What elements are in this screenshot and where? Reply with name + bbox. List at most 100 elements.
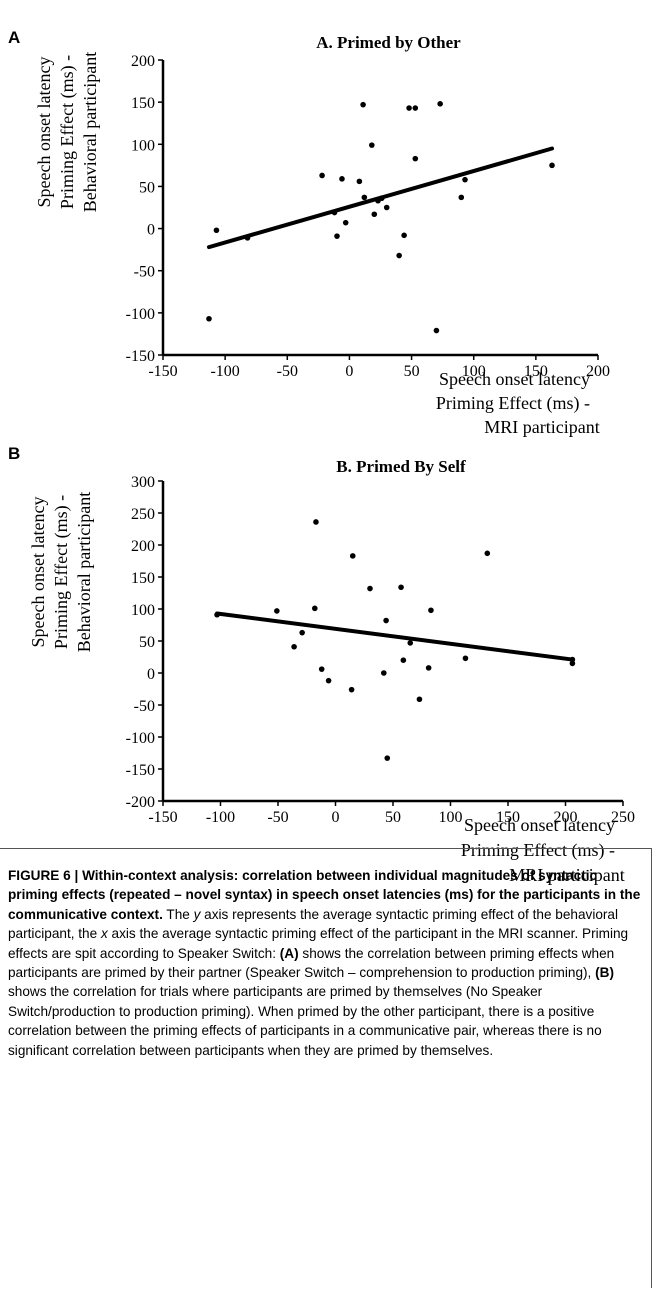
data-point — [407, 640, 414, 646]
data-point — [214, 611, 220, 618]
data-point — [400, 657, 407, 663]
y-tick-label: 150 — [131, 95, 155, 112]
data-point — [484, 550, 491, 557]
data-point — [378, 195, 385, 202]
data-point — [462, 176, 468, 183]
x-tick-label: 0 — [345, 363, 353, 380]
y-tick-label: 200 — [131, 538, 155, 555]
data-point — [425, 665, 432, 671]
data-point — [383, 617, 389, 624]
chart-title: B. Primed By Self — [336, 457, 466, 476]
caption-text-4: shows the correlation between priming ef… — [8, 945, 615, 981]
x-axis-label: Priming Effect (ms) - — [436, 393, 590, 414]
data-point — [312, 605, 318, 612]
data-point — [396, 252, 402, 259]
data-point — [462, 655, 469, 662]
x-tick-label: 200 — [554, 809, 578, 826]
caption-title: Within-context analysis: correlation bet… — [8, 868, 641, 922]
data-point — [381, 670, 387, 676]
data-point — [244, 235, 251, 241]
figure-caption: FIGURE 6 | Within-context analysis: corr… — [8, 866, 643, 1060]
data-point — [401, 232, 407, 239]
data-point — [274, 608, 280, 614]
figure-caption-box: FIGURE 6 | Within-context analysis: corr… — [0, 848, 652, 1288]
data-point — [313, 519, 319, 525]
y-axis-label: Priming Effect (ms) - — [51, 495, 72, 649]
y-tick-label: 150 — [131, 570, 155, 587]
data-point — [569, 660, 576, 667]
y-tick-label: 50 — [139, 179, 155, 196]
x-axis-label: MRI participant — [484, 417, 599, 437]
x-tick-label: 150 — [524, 363, 548, 380]
x-tick-label: 50 — [385, 809, 401, 826]
y-axis-label: Speech onset latency — [34, 57, 54, 208]
scatter-chart-a: A. Primed by Other 200 150 100 50 0 -50 -100 -15… — [34, 33, 610, 437]
x-tick-label: 200 — [586, 363, 610, 380]
data-point — [348, 686, 355, 693]
data-point — [406, 105, 412, 111]
y-tick-label: 200 — [131, 53, 155, 70]
data-point — [213, 227, 220, 234]
caption-ref-a: (A) — [279, 945, 299, 961]
caption-ref-b: (B) — [595, 965, 614, 981]
y-tick-label: 100 — [131, 137, 155, 154]
data-point — [342, 219, 349, 226]
data-point — [339, 176, 345, 182]
data-point — [206, 315, 212, 322]
data-point — [319, 172, 325, 179]
x-axis-label: Speech onset latency — [464, 815, 615, 835]
y-axis-label: Priming Effect (ms) - — [57, 55, 78, 209]
x-tick-label: -100 — [206, 809, 235, 826]
caption-text-1: The — [166, 906, 194, 922]
data-point — [549, 162, 555, 169]
data-point — [458, 194, 465, 201]
data-point — [349, 553, 356, 559]
x-tick-label: 50 — [404, 363, 420, 380]
scatter-chart-b: B. Primed By Self 300 250 200 150 100 50 0 -50 -1… — [28, 457, 635, 885]
data-point — [416, 696, 423, 703]
caption-text-5: shows the correlation for trials where p… — [8, 984, 602, 1058]
x-axis-label: Speech onset latency — [439, 369, 590, 389]
y-axis-label: Behavioral participant — [80, 52, 100, 212]
figure-label: FIGURE 6 | — [8, 868, 79, 883]
x-tick-label: -150 — [148, 809, 177, 826]
data-point — [412, 105, 419, 111]
data-point — [371, 211, 378, 218]
y-tick-label: 300 — [131, 474, 155, 491]
y-tick-label: -50 — [134, 264, 155, 281]
caption-x-var: x — [100, 926, 108, 942]
panel-letter-a: A — [8, 28, 21, 47]
data-point — [412, 155, 419, 162]
y-tick-label: -100 — [126, 730, 155, 747]
y-tick-label: 0 — [147, 666, 155, 683]
data-point — [291, 643, 297, 650]
data-point — [428, 607, 434, 614]
y-tick-label: 50 — [139, 634, 155, 651]
chart-title: A. Primed by Other — [316, 33, 461, 52]
data-point — [299, 629, 305, 636]
x-tick-label: 150 — [496, 809, 520, 826]
y-tick-label: -150 — [126, 762, 155, 779]
caption-text-2: axis represents the average syntactic pr… — [8, 906, 619, 942]
y-tick-label: -200 — [126, 794, 155, 811]
data-point — [334, 233, 340, 239]
data-point — [325, 677, 332, 684]
data-point — [437, 101, 443, 107]
data-point — [433, 327, 440, 334]
y-tick-label: 250 — [131, 506, 155, 523]
data-point — [331, 209, 338, 216]
data-point — [318, 666, 325, 672]
trend-line — [215, 611, 575, 662]
data-point — [384, 755, 391, 761]
x-tick-label: -50 — [267, 809, 288, 826]
data-point — [369, 142, 375, 148]
chart-panel-b: B B. Primed By Self 300 250 200 150 100 50 0 -50… — [0, 430, 665, 885]
x-tick-label: -100 — [210, 363, 239, 380]
x-tick-label: 100 — [439, 809, 463, 826]
x-tick-label: -150 — [148, 363, 177, 380]
chart-panel-a: A A. Primed by Other 200 150 100 50 0 -50 -100 -… — [0, 0, 665, 437]
y-axis-label: Speech onset latency — [28, 497, 48, 648]
data-point — [360, 101, 366, 108]
x-axis-label: Priming Effect (ms) - — [461, 840, 615, 861]
x-axis-label: MRI participant — [509, 865, 624, 885]
